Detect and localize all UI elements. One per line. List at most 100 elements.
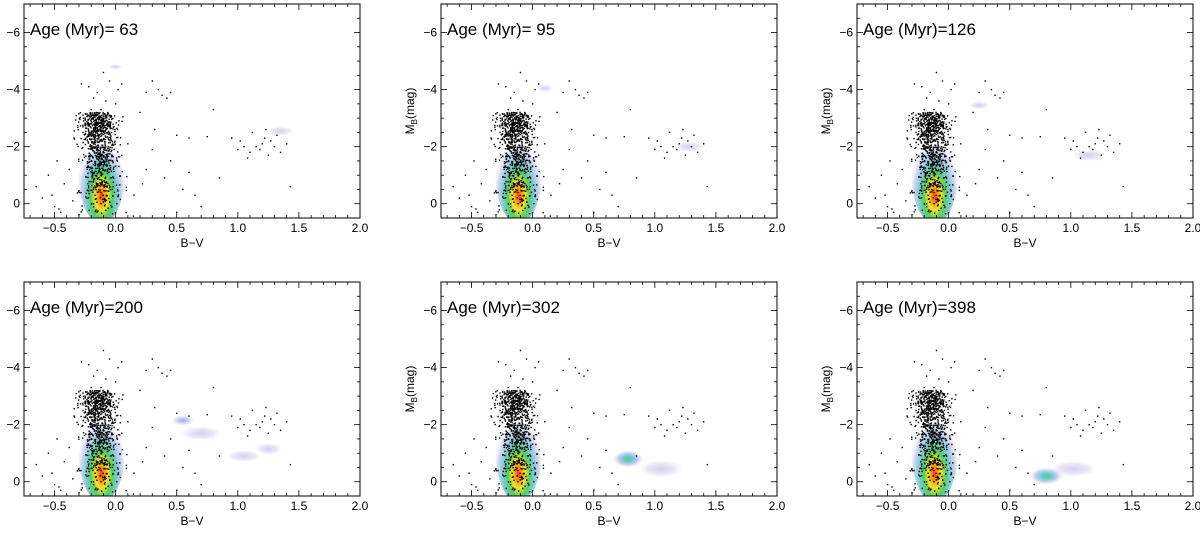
star-point [525,431,528,433]
star-point [93,412,96,414]
star-point [104,419,106,421]
star-point [506,153,508,156]
star-point [104,454,107,457]
star-point [514,210,516,212]
star-point [533,405,535,408]
star-point [519,165,522,167]
star-point [521,421,523,423]
star-point [94,409,97,411]
star-point [107,485,109,487]
star-point [528,484,530,486]
star-point [88,436,91,438]
star-point [514,401,516,403]
star-point [506,147,509,150]
star-point [496,118,498,121]
star-point [944,213,947,215]
star-point [77,406,79,409]
star-point [525,162,527,164]
star-point [505,125,507,127]
star-point [90,410,92,412]
star-point [525,122,527,124]
star-point [926,147,929,149]
star-point [511,143,513,146]
star-point [508,169,510,172]
star-point [510,138,512,140]
star-point [109,201,111,203]
star-point [924,114,926,117]
star-point [917,117,919,119]
star-point [520,146,522,148]
star-point [520,467,522,470]
star-point [58,208,60,210]
star-point [87,185,90,187]
star-point [511,394,513,397]
star-point [101,413,103,415]
star-point [118,156,121,158]
star-point [511,137,513,140]
plot-frame [23,3,361,219]
star-point [512,122,514,124]
star-point [501,123,504,126]
star-point [508,408,510,410]
star-point [117,151,119,153]
star-point [500,134,503,136]
star-point [119,453,122,455]
star-point [706,185,709,188]
star-point [524,433,527,435]
star-point [86,136,88,138]
star-point [508,148,510,150]
star-point [96,405,99,408]
star-point [924,167,927,169]
star-point [90,171,93,174]
star-point [113,144,115,146]
star-point [106,406,108,408]
star-point [91,438,93,441]
star-point [92,191,94,193]
star-point [915,114,917,116]
star-point [519,409,522,412]
star-point [503,446,505,449]
star-point [945,176,947,178]
star-point [937,177,939,180]
star-point [97,188,100,191]
star-point [111,421,114,423]
star-point [121,120,123,123]
star-point [105,146,107,148]
star-point [921,132,924,134]
star-point [526,417,528,420]
star-point [934,182,936,184]
star-point [79,111,81,114]
star-point [82,141,84,144]
star-point [106,433,108,436]
star-point [87,392,90,394]
star-point [926,136,928,138]
y-axis-label: MB(mag) [819,88,835,135]
star-point [94,412,96,415]
star-point [101,140,104,142]
star-point [933,202,935,205]
star-point [113,148,115,151]
star-point [527,455,530,457]
star-point [515,163,518,165]
star-point [73,130,75,132]
star-point [94,186,96,189]
star-point [923,203,926,205]
star-point [264,137,266,139]
star-point [98,396,101,399]
star-point [117,473,119,476]
star-point [106,409,108,412]
star-point [934,124,936,126]
star-point [910,145,912,148]
star-point [948,157,951,159]
star-point [82,402,84,404]
star-point [930,135,932,138]
star-point [936,148,938,151]
star-point [928,209,930,211]
star-point [91,177,94,179]
star-point [938,124,941,126]
star-point [935,123,937,125]
star-point [74,397,77,399]
star-point [86,414,88,416]
star-point [939,185,941,187]
star-point [111,154,113,156]
